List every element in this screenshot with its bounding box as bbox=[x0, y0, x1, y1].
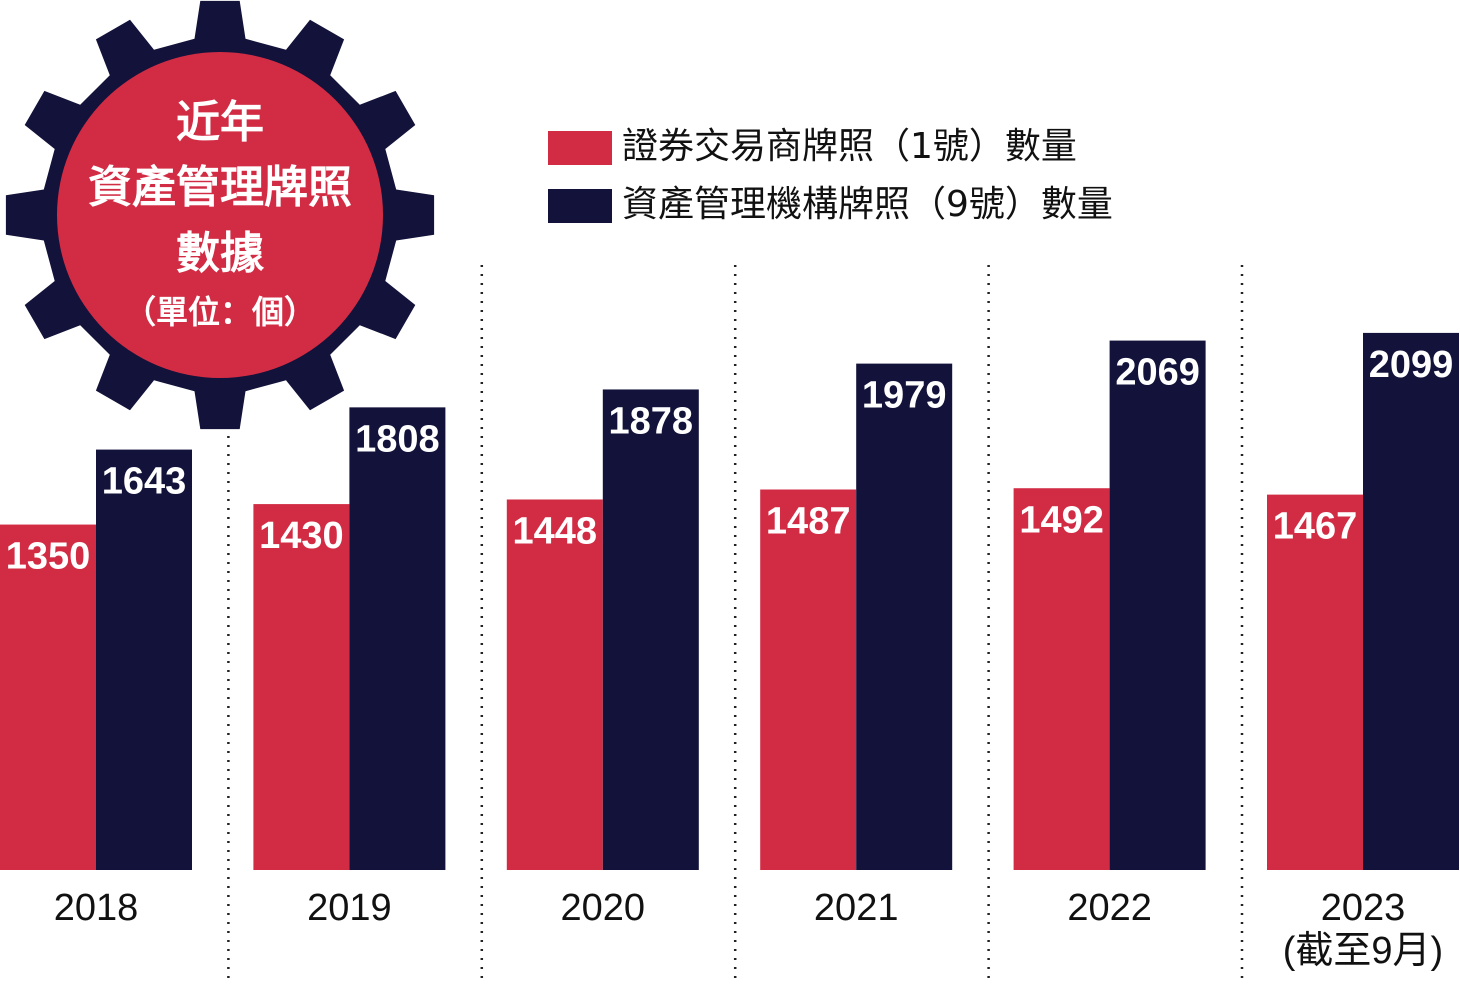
x-tick-label: 2020 bbox=[561, 887, 646, 929]
bar bbox=[349, 407, 446, 870]
value-label: 1467 bbox=[1273, 506, 1358, 548]
legend-label: 證券交易商牌照（1號）數量 bbox=[622, 126, 1077, 167]
value-label: 1808 bbox=[355, 418, 440, 460]
chart-title: 資產管理牌照 bbox=[88, 162, 352, 213]
chart-title: 數據 bbox=[176, 228, 265, 279]
bar bbox=[1267, 494, 1363, 870]
chart-subtitle: （單位：個） bbox=[124, 293, 316, 331]
legend-swatch bbox=[548, 131, 612, 165]
bar bbox=[1109, 340, 1206, 870]
value-label: 1350 bbox=[6, 536, 91, 578]
value-label: 1430 bbox=[259, 515, 344, 557]
legend-swatch bbox=[548, 189, 612, 223]
x-tick-label: 2022 bbox=[1067, 887, 1152, 929]
value-label: 1643 bbox=[102, 461, 187, 503]
bar bbox=[506, 499, 603, 870]
badge-circle bbox=[57, 52, 383, 378]
value-label: 1878 bbox=[609, 400, 694, 442]
value-label: 1979 bbox=[862, 375, 947, 417]
x-note: (截至9月) bbox=[1283, 930, 1443, 972]
chart-title: 近年 bbox=[176, 97, 264, 148]
value-label: 1492 bbox=[1019, 499, 1104, 541]
legend-label: 資產管理機構牌照（9號）數量 bbox=[622, 184, 1113, 225]
bar bbox=[0, 524, 96, 870]
value-label: 1487 bbox=[766, 501, 851, 543]
value-label: 1448 bbox=[513, 511, 598, 553]
bar bbox=[1013, 488, 1110, 870]
x-tick-label: 2019 bbox=[307, 887, 392, 929]
x-tick-label: 2018 bbox=[54, 887, 139, 929]
bar bbox=[96, 449, 192, 870]
bar bbox=[602, 389, 699, 870]
value-label: 2099 bbox=[1369, 344, 1454, 386]
x-tick-label: 2021 bbox=[814, 887, 899, 929]
bar bbox=[760, 489, 857, 870]
bar bbox=[856, 363, 953, 870]
x-tick-label: 2023 bbox=[1321, 887, 1406, 929]
value-label: 2069 bbox=[1115, 352, 1200, 394]
bar bbox=[1363, 332, 1459, 870]
bar bbox=[253, 504, 350, 870]
